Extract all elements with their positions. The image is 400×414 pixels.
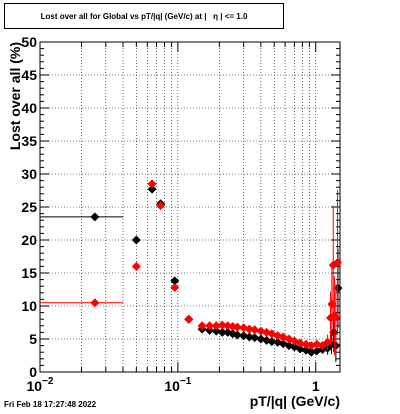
data-point-black [90, 212, 100, 222]
data-point-red [156, 201, 166, 211]
y-tick-label: 30 [21, 166, 37, 182]
x-tick-label: 10−2 [27, 376, 54, 394]
data-point-red [323, 337, 333, 347]
data-point-black [217, 327, 227, 337]
data-point-black [232, 330, 242, 340]
y-tick-label: 50 [21, 34, 37, 50]
y-tick-label: 25 [21, 199, 37, 215]
y-tick-label: 35 [21, 133, 37, 149]
x-axis-title: pT/|q| (GeV/c) [250, 393, 340, 409]
data-point-red [205, 321, 215, 331]
data-point-black [267, 337, 277, 347]
data-point-red [131, 261, 141, 271]
data-point-red [211, 321, 221, 331]
x-tick-label: 10−1 [164, 376, 191, 394]
data-point-red [197, 321, 207, 331]
data-point-red [333, 257, 343, 267]
data-point-black [205, 325, 215, 335]
data-point-red [232, 322, 242, 332]
data-point-red [244, 324, 254, 334]
data-point-red [170, 283, 180, 293]
data-point-red [217, 320, 227, 330]
data-point-red [295, 338, 305, 348]
data-point-black [147, 184, 157, 194]
data-point-black [211, 326, 221, 336]
data-point-red [250, 325, 260, 335]
y-tick-label: 10 [21, 298, 37, 314]
y-tick-label: 0 [29, 364, 37, 380]
data-point-black [131, 235, 141, 245]
y-tick-label: 5 [29, 331, 37, 347]
data-point-black [295, 344, 305, 354]
x-tick-label: 1 [312, 378, 320, 394]
data-point-black [244, 332, 254, 342]
y-tick-label: 15 [21, 265, 37, 281]
y-tick-label: 40 [21, 100, 37, 116]
data-point-black [250, 333, 260, 343]
timestamp: Fri Feb 18 17:27:48 2022 [4, 400, 97, 409]
y-axis-title: Lost over all (%) [7, 42, 23, 150]
data-point-black [170, 276, 180, 286]
y-tick-label: 20 [21, 232, 37, 248]
chart-title: Lost over all for Global vs pT/|q| (GeV/… [4, 3, 284, 29]
data-point-red [90, 298, 100, 308]
data-point-red [147, 179, 157, 189]
data-point-red [331, 312, 341, 322]
data-point-red [184, 314, 194, 324]
y-tick-label: 45 [21, 67, 37, 83]
